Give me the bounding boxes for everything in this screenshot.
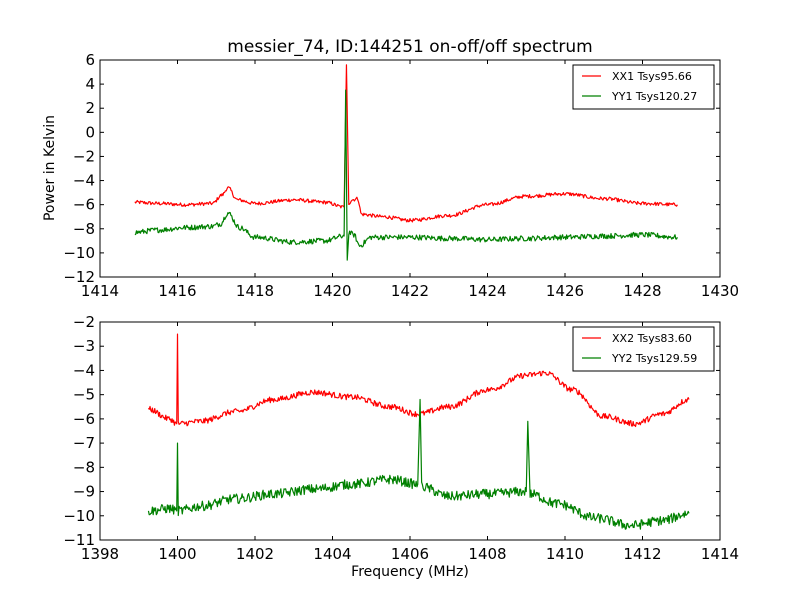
x-tick-label: 1420 [313, 282, 351, 300]
y-tick-label: −7 [73, 434, 95, 452]
y-tick-label: −4 [73, 172, 95, 190]
top-plot-frame [99, 59, 721, 278]
legend-label-xx2: XX2 Tsys83.60 [612, 332, 692, 345]
legend-label-xx1: XX1 Tsys95.66 [612, 70, 692, 83]
series-line-xx2 [147, 333, 690, 428]
y-tick-label: −11 [63, 531, 95, 549]
x-tick-label: 1402 [236, 545, 274, 563]
x-tick-label: 1416 [158, 282, 196, 300]
legend-label-yy2: YY2 Tsys129.59 [611, 352, 697, 365]
series-line-yy2 [147, 398, 690, 530]
y-tick-label: −8 [73, 220, 95, 238]
y-tick-label: −10 [63, 507, 95, 525]
y-tick-label: −3 [73, 337, 95, 355]
y-tick-label: −10 [63, 244, 95, 262]
y-tick-label: −2 [73, 313, 95, 331]
y-tick-label: −6 [73, 410, 95, 428]
legend-box [572, 64, 715, 110]
y-tick-label: −8 [73, 458, 95, 476]
x-tick-label: 1398 [81, 545, 119, 563]
bottom-plot-legend: XX2 Tsys83.60 YY2 Tsys129.59 [572, 326, 715, 372]
y-tick-label: −9 [73, 483, 95, 501]
y-tick-label: 2 [85, 99, 95, 117]
x-tick-label: 1408 [468, 545, 506, 563]
bottom-plot-frame [99, 321, 721, 541]
top-plot-legend: XX1 Tsys95.66 YY1 Tsys120.27 [572, 64, 715, 110]
chart-title: messier_74, ID:144251 on-off/off spectru… [227, 37, 592, 57]
top-plot: 1414 1416 1418 1420 1422 1424 1426 1428 1430 −12 −… [63, 51, 739, 300]
y-tick-label: −2 [73, 147, 95, 165]
y-tick-label: 4 [85, 75, 95, 93]
y-tick-label: 6 [85, 51, 95, 69]
series-line-yy1 [134, 89, 678, 261]
y-tick-label: −12 [63, 268, 95, 286]
y-tick-label: −5 [73, 386, 95, 404]
x-tick-label: 1430 [701, 282, 739, 300]
x-tick-label: 1410 [546, 545, 584, 563]
x-axis-label-bottom: Frequency (MHz) [351, 564, 469, 580]
bottom-plot: 1398 1400 1402 1404 1406 1408 1410 1412 1414 −11 −… [63, 313, 739, 563]
y-axis-label-top: Power in Kelvin [42, 115, 58, 221]
top-plot-ticks: 1414 1416 1418 1420 1422 1424 1426 1428 1430 −12 −… [63, 51, 739, 300]
bottom-plot-ticks: 1398 1400 1402 1404 1406 1408 1410 1412 1414 −11 −… [63, 313, 739, 563]
x-tick-label: 1424 [468, 282, 506, 300]
legend-box [572, 326, 715, 372]
x-tick-label: 1428 [623, 282, 661, 300]
x-tick-label: 1426 [546, 282, 584, 300]
y-tick-label: 0 [85, 123, 95, 141]
y-tick-label: −6 [73, 196, 95, 214]
x-tick-label: 1414 [701, 545, 739, 563]
top-plot-lines [134, 64, 678, 261]
y-tick-label: −4 [73, 361, 95, 379]
x-tick-label: 1414 [81, 282, 119, 300]
x-tick-label: 1406 [391, 545, 429, 563]
x-tick-label: 1422 [391, 282, 429, 300]
x-tick-label: 1412 [623, 545, 661, 563]
x-tick-label: 1404 [313, 545, 351, 563]
series-line-xx1 [134, 64, 678, 223]
legend-label-yy1: YY1 Tsys120.27 [611, 90, 697, 103]
bottom-plot-lines [147, 333, 690, 530]
x-tick-label: 1400 [158, 545, 196, 563]
x-tick-label: 1418 [236, 282, 274, 300]
